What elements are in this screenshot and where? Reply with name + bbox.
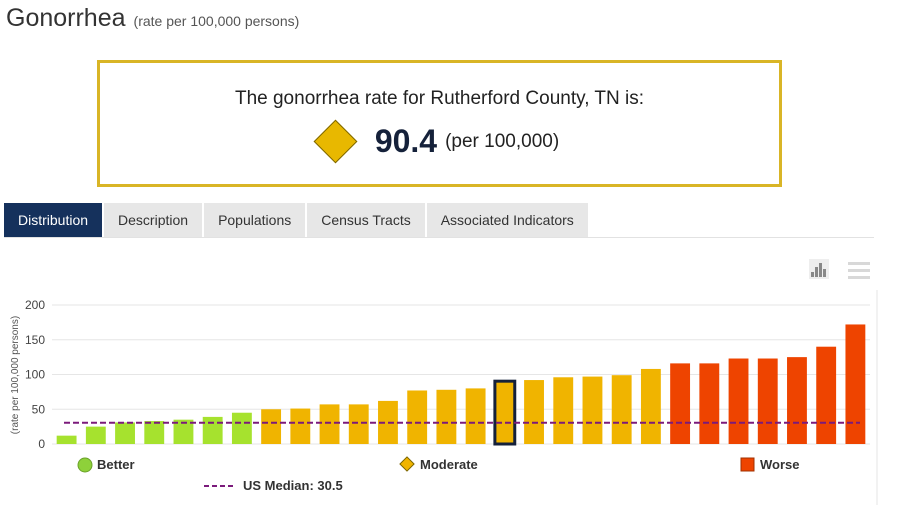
bar-better[interactable] [85, 426, 106, 444]
bar-highlighted-county[interactable] [493, 379, 517, 446]
chart-legend: Better Moderate Worse US Median: 30.5 [77, 456, 800, 493]
tab-divider [4, 237, 874, 238]
page-header: Gonorrhea (rate per 100,000 persons) [6, 4, 299, 33]
county-rate-summary: The gonorrhea rate for Rutherford County… [97, 60, 782, 187]
page-subtitle: (rate per 100,000 persons) [133, 13, 300, 29]
tab-populations[interactable]: Populations [204, 203, 306, 237]
bar-worse[interactable] [787, 357, 807, 444]
y-tick-label: 0 [38, 437, 45, 451]
bar-worse[interactable] [816, 346, 837, 444]
bar-worse[interactable] [728, 358, 749, 444]
bar-moderate[interactable] [407, 390, 428, 444]
summary-value-row: 90.4 (per 100,000) [100, 119, 779, 164]
legend-moderate-swatch [399, 456, 415, 472]
legend-better-swatch [77, 457, 93, 473]
bar-better[interactable] [56, 435, 77, 444]
y-tick-label: 150 [25, 333, 45, 347]
summary-text: The gonorrhea rate for Rutherford County… [234, 88, 645, 109]
tab-census-tracts[interactable]: Census Tracts [307, 203, 425, 237]
legend-worse-label[interactable]: Worse [760, 457, 800, 472]
tab-description[interactable]: Description [104, 203, 203, 237]
page-title: Gonorrhea [6, 4, 126, 32]
bar-better[interactable] [173, 419, 194, 444]
moderate-diamond-icon [313, 119, 358, 164]
rate-unit: (per 100,000) [445, 130, 560, 152]
bar-moderate[interactable] [640, 368, 661, 444]
y-tick-label: 100 [25, 368, 45, 382]
bar-moderate[interactable] [553, 377, 574, 444]
chart-bars [56, 324, 866, 446]
bar-worse[interactable] [699, 363, 720, 444]
bar-moderate[interactable] [261, 409, 282, 444]
hamburger-menu-icon[interactable] [848, 262, 870, 279]
bar-moderate[interactable] [378, 400, 398, 444]
bar-worse[interactable] [757, 358, 778, 444]
bar-better[interactable] [231, 412, 252, 444]
legend-median-label[interactable]: US Median: 30.5 [243, 478, 343, 493]
bar-moderate[interactable] [348, 404, 369, 444]
bar-moderate[interactable] [611, 375, 632, 444]
bar-better[interactable] [202, 416, 223, 444]
legend-moderate-label[interactable]: Moderate [420, 457, 478, 472]
bar-worse[interactable] [670, 363, 691, 444]
bar-moderate[interactable] [465, 388, 486, 444]
chart-toolbar [809, 259, 870, 279]
bar-moderate[interactable] [582, 376, 603, 444]
bar-worse[interactable] [845, 324, 866, 444]
bar-moderate[interactable] [319, 404, 340, 444]
legend-worse-swatch [740, 457, 755, 472]
bar-better[interactable] [144, 421, 165, 444]
indicator-tabs: Distribution Description Populations Cen… [4, 203, 590, 237]
y-axis-label: (rate per 100,000 persons) [10, 316, 21, 434]
legend-better-label[interactable]: Better [97, 457, 135, 472]
bar-moderate[interactable] [290, 408, 311, 444]
bar-moderate[interactable] [436, 389, 457, 444]
bar-moderate[interactable] [524, 380, 544, 444]
bar-chart-icon[interactable] [809, 259, 829, 279]
y-tick-label: 200 [25, 298, 45, 312]
rate-value: 90.4 [374, 123, 438, 159]
tab-distribution[interactable]: Distribution [4, 203, 103, 237]
y-tick-label: 50 [32, 402, 46, 416]
y-axis-ticks: 0 50 100 150 200 [25, 298, 45, 451]
tab-associated-indicators[interactable]: Associated Indicators [426, 203, 588, 237]
bar-better[interactable] [115, 422, 135, 444]
